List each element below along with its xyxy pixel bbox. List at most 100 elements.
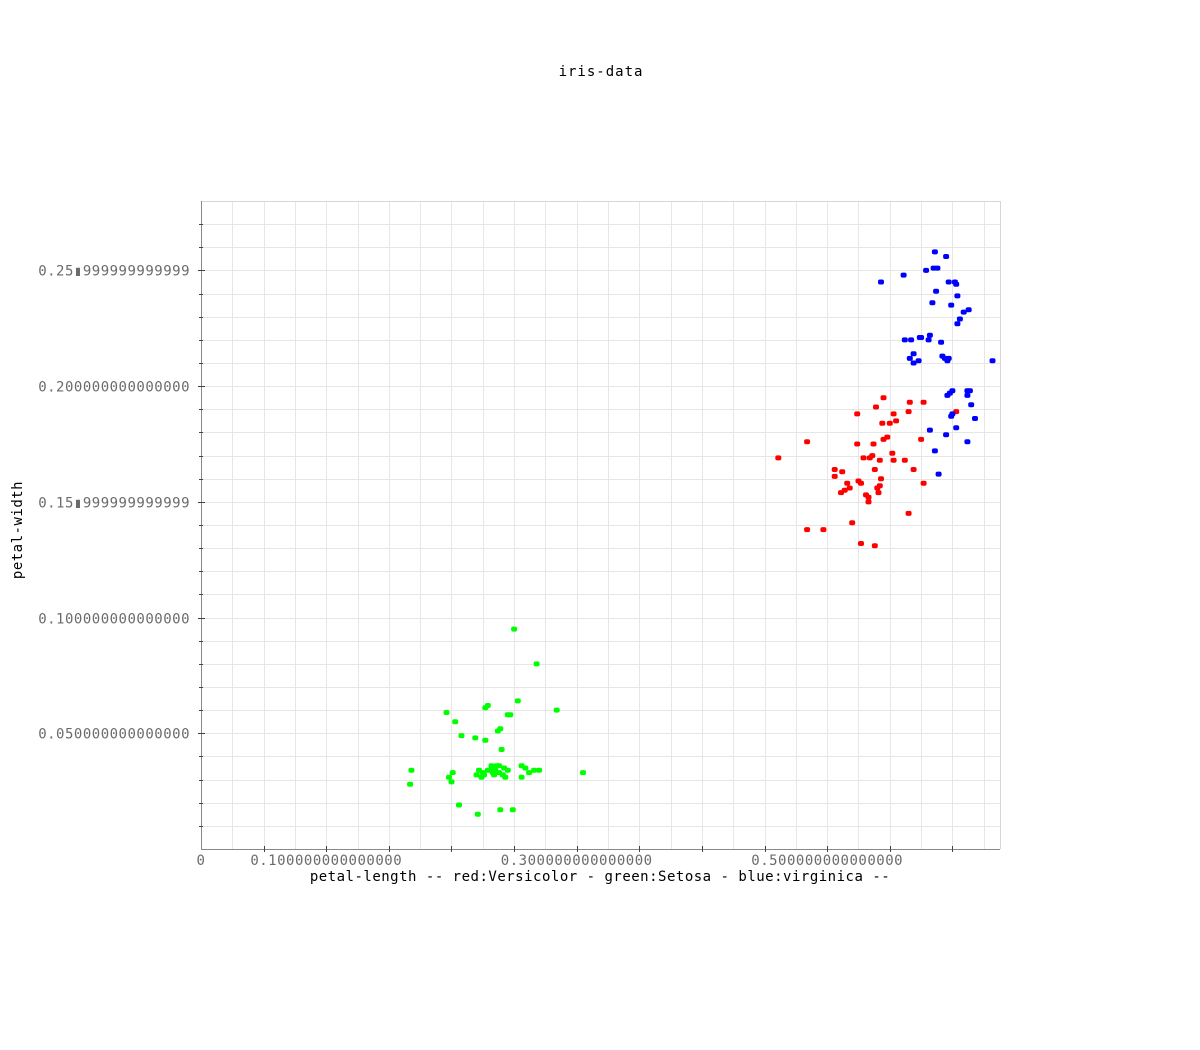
data-point: [498, 747, 505, 752]
data-point: [504, 767, 511, 773]
data-point: [918, 436, 925, 442]
data-point: [933, 288, 940, 294]
data-point: [945, 279, 952, 285]
data-point: [876, 457, 883, 463]
data-point: [844, 480, 851, 486]
data-point: [929, 300, 936, 306]
data-point: [443, 710, 450, 715]
data-point: [954, 293, 961, 299]
chart-grid: [201, 201, 1000, 849]
data-point: [915, 358, 922, 364]
data-point: [890, 457, 897, 463]
data-point: [458, 733, 465, 739]
data-point: [820, 527, 827, 533]
data-point: [923, 267, 930, 273]
data-point: [901, 457, 908, 463]
data-point: [948, 302, 955, 308]
chart-axes: 0.050000000000000 0.100000000000000 0.15▮9…: [38, 201, 1001, 869]
chart-points: [407, 249, 996, 817]
data-point: [934, 265, 941, 271]
data-point: [906, 399, 913, 405]
data-point: [518, 774, 525, 780]
y-tick-label: 0.200000000000000: [38, 380, 190, 396]
data-point: [926, 427, 933, 433]
data-point: [865, 499, 872, 505]
chart-title: iris-data: [559, 64, 644, 80]
data-point: [489, 770, 496, 776]
data-point: [860, 455, 867, 461]
data-point: [804, 527, 811, 533]
data-point: [448, 779, 455, 785]
series-setosa: [407, 626, 586, 817]
data-point: [408, 767, 415, 773]
data-point: [496, 763, 503, 769]
x-tick-label: 0: [197, 853, 206, 869]
data-point: [533, 661, 540, 667]
data-point: [507, 712, 514, 718]
data-point: [925, 337, 932, 343]
data-point: [910, 351, 917, 357]
data-point: [865, 494, 872, 500]
data-point: [910, 360, 917, 366]
data-point: [873, 404, 879, 410]
data-point: [926, 332, 933, 338]
data-point: [871, 467, 878, 472]
data-point: [456, 802, 462, 808]
data-point: [935, 471, 942, 477]
data-point: [871, 543, 878, 549]
series-virginica: [878, 249, 996, 477]
data-point: [858, 541, 864, 546]
data-point: [949, 388, 956, 394]
data-point: [526, 770, 533, 776]
data-point: [901, 337, 908, 343]
data-point: [945, 355, 952, 361]
data-point: [502, 774, 509, 780]
x-tick-label: 0.100000000000000: [250, 853, 402, 869]
data-point: [511, 626, 518, 632]
data-point: [497, 726, 504, 732]
data-point: [452, 719, 459, 725]
y-tick-label: 0.050000000000000: [38, 727, 190, 743]
data-point: [889, 450, 896, 456]
data-point: [884, 434, 891, 440]
data-point: [580, 770, 586, 776]
data-point: [956, 316, 963, 322]
data-point: [953, 425, 960, 431]
data-point: [869, 453, 876, 459]
data-point: [910, 467, 917, 472]
data-point: [484, 703, 491, 708]
y-axis-title: petal-width: [10, 481, 26, 579]
data-point: [775, 455, 782, 461]
data-point: [960, 309, 967, 315]
y-tick-label: 0.15▮999999999999: [38, 496, 190, 512]
data-point: [531, 767, 538, 773]
data-point: [931, 249, 938, 255]
data-point: [943, 432, 950, 438]
data-point: [522, 765, 529, 771]
data-point: [831, 473, 838, 479]
data-point: [989, 358, 996, 364]
data-point: [804, 439, 811, 445]
data-point: [876, 483, 883, 489]
y-tick-label: 0.100000000000000: [38, 612, 190, 628]
data-point: [964, 392, 971, 398]
data-point: [481, 772, 487, 778]
data-point: [497, 807, 504, 813]
data-point: [890, 411, 897, 417]
data-point: [949, 411, 956, 417]
data-point: [870, 441, 877, 447]
data-point: [482, 737, 489, 743]
data-point: [514, 698, 521, 704]
data-point: [875, 490, 882, 496]
data-point: [488, 763, 495, 769]
data-point: [841, 487, 848, 493]
data-point: [846, 485, 853, 491]
data-point: [905, 510, 912, 516]
x-tick-label: 0.500000000000000: [751, 853, 903, 869]
data-point: [968, 402, 975, 408]
data-point: [509, 807, 516, 813]
data-point: [536, 767, 543, 773]
x-tick-label: 0.300000000000000: [501, 853, 653, 869]
x-axis-title: petal-length -- red:Versicolor - green:S…: [310, 869, 890, 885]
